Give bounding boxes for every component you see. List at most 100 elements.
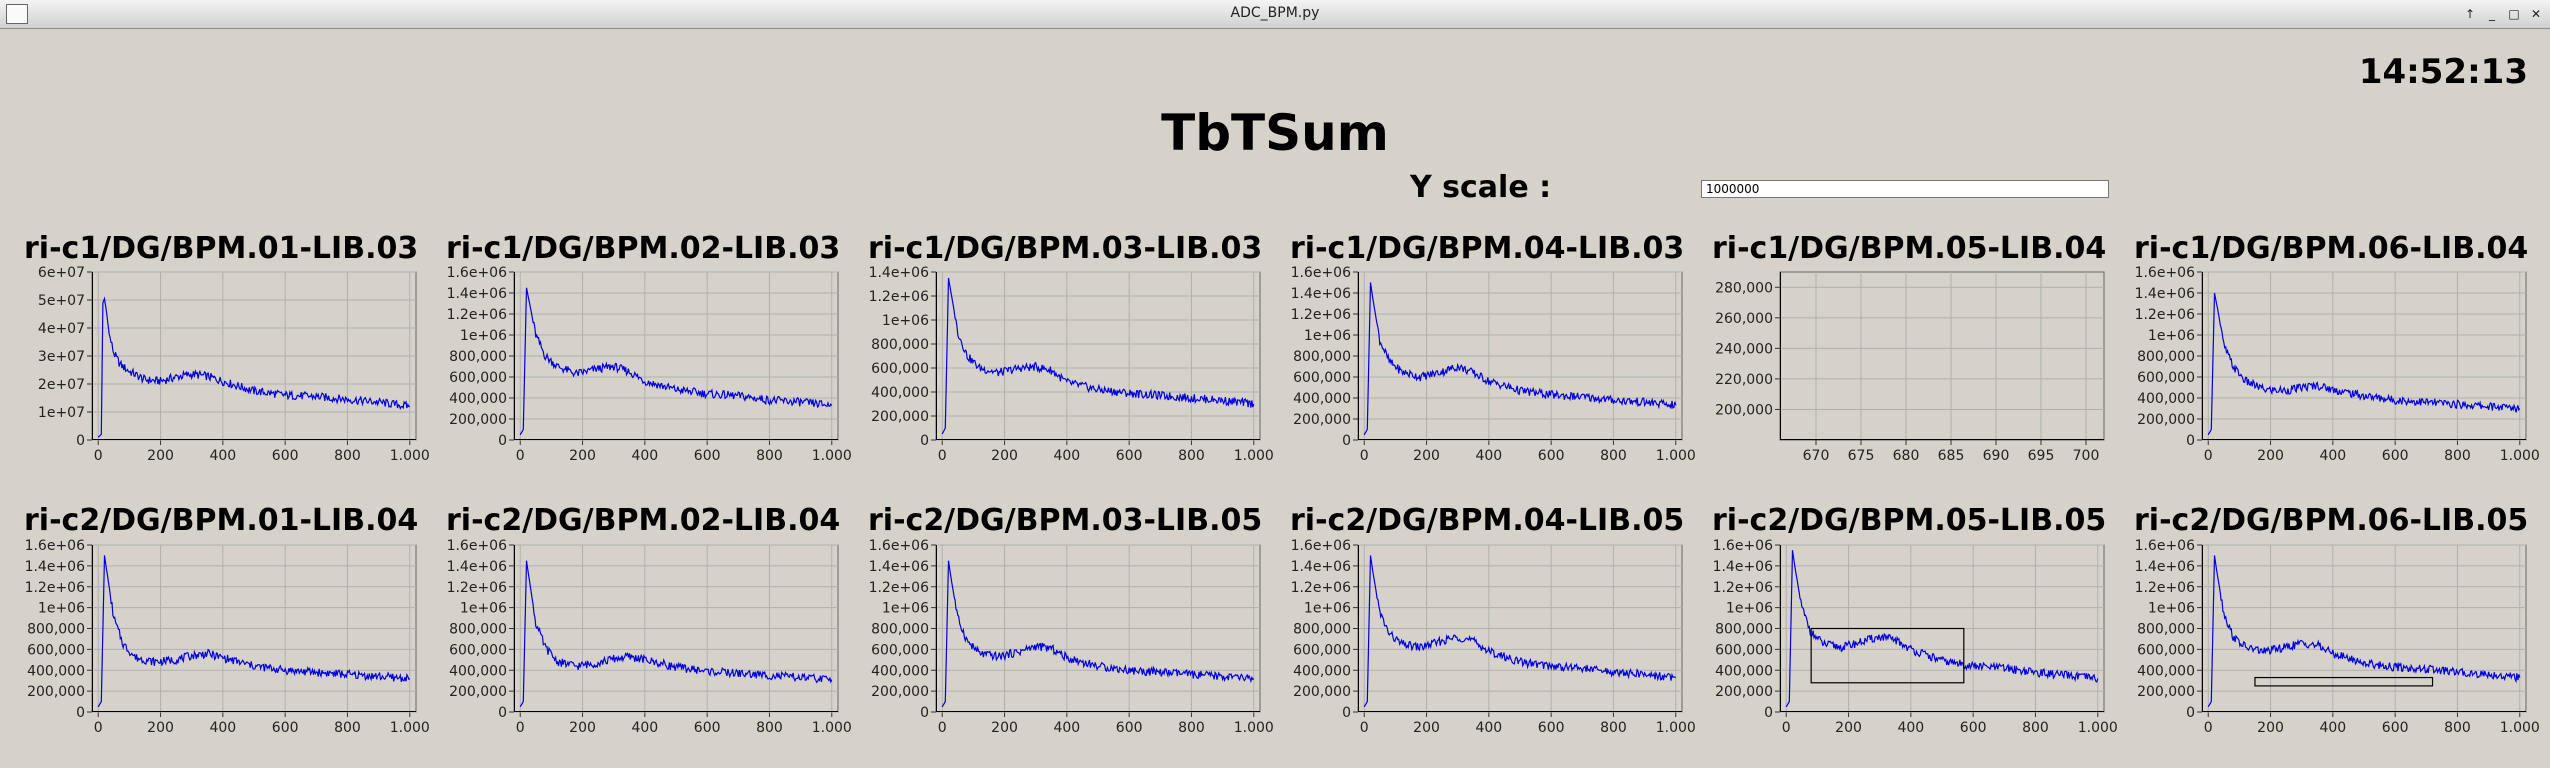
y-tick-label: 1e+06 [882, 601, 929, 617]
window-close-icon[interactable]: ✕ [2530, 7, 2542, 21]
x-tick-label: 800 [2444, 448, 2471, 464]
y-tick-label: 240,000 [1715, 341, 1773, 357]
y-tick-label: 1.2e+06 [869, 289, 930, 305]
y-tick-label: 0 [76, 433, 85, 449]
chart-title: ri-c2/DG/BPM.05-LIB.05 [1712, 503, 2106, 538]
y-tick-label: 200,000 [449, 412, 507, 428]
x-tick-label: 0 [1360, 720, 1369, 736]
y-tick-label: 1.4e+06 [1713, 559, 1774, 575]
chart-2: ri-c1/DG/BPM.02-LIB.03 0 200 400 600 800 1.000… [446, 231, 852, 464]
y-tick-label: 0 [1342, 433, 1351, 449]
window-menu-icon[interactable] [6, 4, 28, 24]
y-tick-label: 1e+06 [882, 313, 929, 329]
y-tick-label: 0 [920, 705, 929, 721]
y-tick-label: 800,000 [1293, 622, 1351, 638]
x-tick-label: 400 [1897, 720, 1924, 736]
y-tick-label: 1.6e+06 [2135, 265, 2196, 281]
chart-7: ri-c2/DG/BPM.01-LIB.04 0 200 400 600 800 1.000… [24, 503, 430, 736]
series-line [2207, 555, 2521, 708]
series-line [97, 296, 410, 438]
x-tick-label: 800 [756, 448, 783, 464]
x-tick-label: 400 [631, 720, 658, 736]
x-tick-label: 600 [272, 720, 299, 736]
x-tick-label: 1.000 [390, 448, 430, 464]
x-tick-label: 1.000 [2500, 448, 2540, 464]
y-tick-label: 1.4e+06 [2135, 286, 2196, 302]
y-tick-label: 200,000 [2137, 684, 2195, 700]
x-tick-label: 600 [1116, 720, 1143, 736]
x-tick-label: 200 [2257, 448, 2284, 464]
window-titlebar: ADC_BPM.py ↑ _ □ ✕ [0, 0, 2550, 29]
y-tick-label: 200,000 [1715, 684, 1773, 700]
y-tick-label: 1.6e+06 [869, 538, 930, 554]
x-tick-label: 1.000 [2078, 720, 2118, 736]
x-tick-label: 400 [1475, 720, 1502, 736]
y-tick-label: 200,000 [1715, 402, 1773, 418]
chart-6: ri-c1/DG/BPM.06-LIB.04 0 200 400 600 800 1.000… [2134, 231, 2540, 464]
zoom-rectangle [2254, 676, 2434, 687]
y-tick-label: 1.2e+06 [869, 580, 930, 596]
x-tick-label: 800 [334, 448, 361, 464]
x-tick-label: 0 [2204, 720, 2213, 736]
y-tick-label: 1.6e+06 [447, 538, 508, 554]
x-tick-label: 600 [1538, 720, 1565, 736]
zoom-rectangle [1810, 627, 1965, 684]
series-line [1363, 555, 1677, 708]
yscale-label: Y scale : [1410, 170, 1552, 205]
x-tick-label: 200 [1413, 448, 1440, 464]
chart-5: ri-c1/DG/BPM.05-LIB.04 670 675 680 685 690 695… [1712, 231, 2106, 464]
y-tick-label: 1e+06 [1304, 328, 1351, 344]
x-tick-label: 200 [2257, 720, 2284, 736]
x-tick-label: 1.000 [1234, 448, 1274, 464]
window-minimize-icon[interactable]: _ [2489, 7, 2495, 21]
clock: 14:52:13 [2358, 52, 2528, 92]
y-tick-label: 1.4e+06 [1291, 286, 1352, 302]
y-tick-label: 1.2e+06 [447, 307, 508, 323]
series-line [2207, 292, 2521, 436]
y-tick-label: 1.6e+06 [1291, 265, 1352, 281]
y-tick-label: 800,000 [871, 622, 929, 638]
series-line [97, 555, 411, 708]
x-tick-label: 675 [1848, 448, 1875, 464]
chart-title: ri-c2/DG/BPM.02-LIB.04 [446, 503, 840, 538]
y-tick-label: 600,000 [1715, 642, 1773, 658]
x-tick-label: 0 [516, 720, 525, 736]
y-tick-label: 0 [1764, 705, 1773, 721]
series-line [519, 287, 833, 436]
y-tick-label: 800,000 [871, 337, 929, 353]
series-line [941, 560, 1255, 708]
yscale-input[interactable] [1701, 180, 2109, 198]
y-tick-label: 4e+07 [38, 321, 85, 337]
chart-title: ri-c1/DG/BPM.06-LIB.04 [2134, 231, 2528, 266]
y-tick-label: 600,000 [27, 642, 85, 658]
window-maximize-icon[interactable]: □ [2508, 7, 2520, 21]
x-tick-label: 690 [1983, 448, 2010, 464]
x-tick-label: 600 [694, 720, 721, 736]
x-tick-label: 400 [631, 448, 658, 464]
y-tick-label: 0 [498, 433, 507, 449]
chart-title: ri-c1/DG/BPM.01-LIB.03 [24, 231, 418, 266]
x-tick-label: 600 [2382, 720, 2409, 736]
y-tick-label: 0 [498, 705, 507, 721]
series-line [519, 560, 833, 708]
x-tick-label: 800 [334, 720, 361, 736]
y-tick-label: 1.4e+06 [25, 559, 86, 575]
y-tick-label: 800,000 [2137, 622, 2195, 638]
chart-title: ri-c1/DG/BPM.03-LIB.03 [868, 231, 1262, 266]
y-tick-label: 1.6e+06 [447, 265, 508, 281]
series-line [941, 277, 1255, 435]
y-tick-label: 6e+07 [38, 265, 85, 281]
y-tick-label: 1.2e+06 [1291, 580, 1352, 596]
window-up-icon[interactable]: ↑ [2464, 7, 2476, 21]
y-tick-label: 400,000 [1293, 391, 1351, 407]
chart-title: ri-c2/DG/BPM.03-LIB.05 [868, 503, 1262, 538]
x-tick-label: 200 [1835, 720, 1862, 736]
y-tick-label: 3e+07 [38, 349, 85, 365]
x-tick-label: 400 [2319, 448, 2346, 464]
chart-4: ri-c1/DG/BPM.04-LIB.03 0 200 400 600 800 1.000… [1290, 231, 1696, 464]
x-tick-label: 200 [569, 720, 596, 736]
x-tick-label: 0 [2204, 448, 2213, 464]
x-tick-label: 1.000 [2500, 720, 2540, 736]
x-tick-label: 695 [2028, 448, 2055, 464]
y-tick-label: 1.2e+06 [447, 580, 508, 596]
